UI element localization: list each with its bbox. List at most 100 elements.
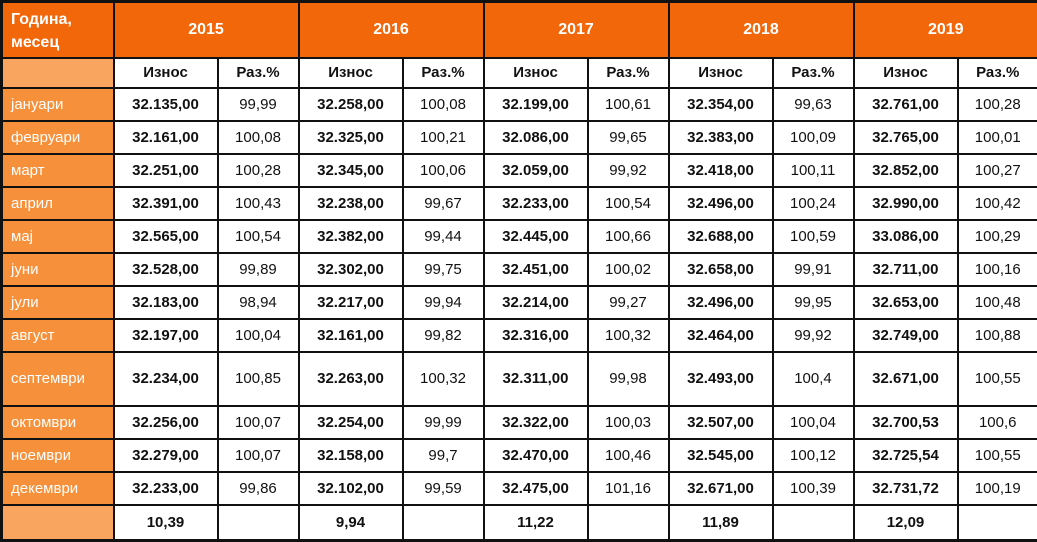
subheader-amount: Износ — [854, 58, 958, 88]
ratio-cell: 100,42 — [958, 187, 1037, 220]
subheader-amount: Износ — [114, 58, 218, 88]
ratio-cell: 100,54 — [588, 187, 669, 220]
amount-cell: 32.700,53 — [854, 406, 958, 439]
ratio-cell: 100,03 — [588, 406, 669, 439]
amount-cell: 32.496,00 — [669, 187, 773, 220]
ratio-cell: 99,95 — [773, 286, 854, 319]
subheader-amount: Износ — [484, 58, 588, 88]
amount-cell: 32.238,00 — [299, 187, 403, 220]
subheader-amount: Износ — [299, 58, 403, 88]
amount-cell: 32.658,00 — [669, 253, 773, 286]
ratio-cell: 99,82 — [403, 319, 484, 352]
amount-cell: 32.653,00 — [854, 286, 958, 319]
amount-cell: 32.493,00 — [669, 352, 773, 406]
amount-cell: 32.671,00 — [669, 472, 773, 505]
amount-cell: 32.711,00 — [854, 253, 958, 286]
year-header: 2016 — [299, 2, 484, 58]
month-label: август — [2, 319, 114, 352]
amount-cell: 32.852,00 — [854, 154, 958, 187]
amount-cell: 32.316,00 — [484, 319, 588, 352]
footer-empty-cell — [773, 505, 854, 541]
subheader-ratio: Раз.% — [218, 58, 299, 88]
amount-cell: 32.470,00 — [484, 439, 588, 472]
amount-cell: 32.507,00 — [669, 406, 773, 439]
ratio-cell: 100,12 — [773, 439, 854, 472]
month-label: јуни — [2, 253, 114, 286]
subheader-ratio: Раз.% — [773, 58, 854, 88]
footer-value: 12,09 — [854, 505, 958, 541]
ratio-cell: 100,19 — [958, 472, 1037, 505]
month-label: септември — [2, 352, 114, 406]
ratio-cell: 100,29 — [958, 220, 1037, 253]
amount-cell: 32.086,00 — [484, 121, 588, 154]
ratio-cell: 99,7 — [403, 439, 484, 472]
year-header: 2019 — [854, 2, 1037, 58]
amount-cell: 32.528,00 — [114, 253, 218, 286]
amount-cell: 32.251,00 — [114, 154, 218, 187]
ratio-cell: 100,32 — [403, 352, 484, 406]
ratio-cell: 100,66 — [588, 220, 669, 253]
ratio-cell: 101,16 — [588, 472, 669, 505]
ratio-cell: 100,43 — [218, 187, 299, 220]
ratio-cell: 99,92 — [588, 154, 669, 187]
amount-cell: 32.322,00 — [484, 406, 588, 439]
ratio-cell: 100,32 — [588, 319, 669, 352]
footer-empty-cell — [403, 505, 484, 541]
amount-cell: 32.102,00 — [299, 472, 403, 505]
footer-empty-cell — [218, 505, 299, 541]
amount-cell: 32.161,00 — [114, 121, 218, 154]
ratio-cell: 100,54 — [218, 220, 299, 253]
ratio-cell: 100,39 — [773, 472, 854, 505]
amount-cell: 32.325,00 — [299, 121, 403, 154]
ratio-cell: 99,67 — [403, 187, 484, 220]
footer-value: 10,39 — [114, 505, 218, 541]
amount-cell: 32.197,00 — [114, 319, 218, 352]
ratio-cell: 100,28 — [218, 154, 299, 187]
ratio-cell: 99,44 — [403, 220, 484, 253]
amount-cell: 32.263,00 — [299, 352, 403, 406]
subheader-ratio: Раз.% — [588, 58, 669, 88]
footer-value: 9,94 — [299, 505, 403, 541]
amount-cell: 32.214,00 — [484, 286, 588, 319]
ratio-cell: 100,85 — [218, 352, 299, 406]
ratio-cell: 99,86 — [218, 472, 299, 505]
year-header: 2018 — [669, 2, 854, 58]
amount-cell: 32.671,00 — [854, 352, 958, 406]
amount-cell: 32.279,00 — [114, 439, 218, 472]
amount-cell: 32.256,00 — [114, 406, 218, 439]
amount-cell: 32.161,00 — [299, 319, 403, 352]
amount-cell: 32.302,00 — [299, 253, 403, 286]
ratio-cell: 100,88 — [958, 319, 1037, 352]
month-label: февруари — [2, 121, 114, 154]
ratio-cell: 100,16 — [958, 253, 1037, 286]
ratio-cell: 99,89 — [218, 253, 299, 286]
amount-cell: 32.464,00 — [669, 319, 773, 352]
month-label: јануари — [2, 88, 114, 121]
amount-cell: 32.475,00 — [484, 472, 588, 505]
ratio-cell: 100,01 — [958, 121, 1037, 154]
year-header: 2015 — [114, 2, 299, 58]
ratio-cell: 100,21 — [403, 121, 484, 154]
month-label: март — [2, 154, 114, 187]
amount-cell: 32.725,54 — [854, 439, 958, 472]
month-label: мај — [2, 220, 114, 253]
month-label: ноември — [2, 439, 114, 472]
amount-cell: 32.445,00 — [484, 220, 588, 253]
ratio-cell: 99,63 — [773, 88, 854, 121]
amount-cell: 32.451,00 — [484, 253, 588, 286]
ratio-cell: 99,92 — [773, 319, 854, 352]
amount-cell: 33.086,00 — [854, 220, 958, 253]
ratio-cell: 99,99 — [403, 406, 484, 439]
amount-cell: 32.059,00 — [484, 154, 588, 187]
ratio-cell: 100,07 — [218, 406, 299, 439]
amount-cell: 32.233,00 — [484, 187, 588, 220]
amount-cell: 32.217,00 — [299, 286, 403, 319]
